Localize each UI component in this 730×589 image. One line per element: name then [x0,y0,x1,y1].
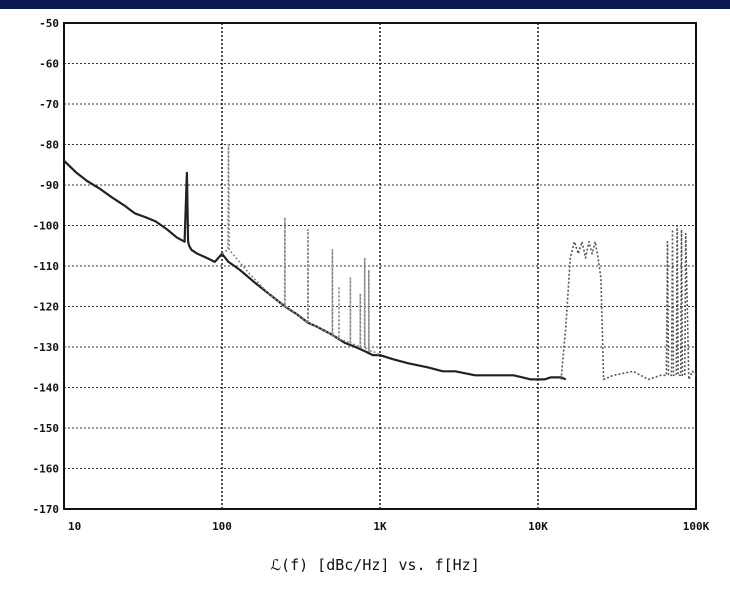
series-line-2 [221,143,381,356]
x-tick-label: 100K [683,520,710,533]
y-tick-label: -160 [33,463,60,476]
x-tick-label: 10K [528,520,548,533]
y-tick-label: -70 [39,98,59,111]
y-tick-labels: -50 -60 -70 -80 -90 -100 -110 -120 -130 -140 -150 -… [33,17,60,516]
grid-lines [64,23,696,509]
title-bar [0,0,730,9]
y-tick-label: -60 [39,58,59,71]
x-tick-label: 10 [68,520,81,533]
y-tick-label: -140 [33,382,60,395]
y-tick-label: -170 [33,503,60,516]
y-tick-label: -80 [39,139,59,152]
y-tick-label: -150 [33,422,60,435]
x-axis-label: ℒ(f) [dBc/Hz] vs. f[Hz] [270,556,479,574]
x-tick-labels: 10 100 1K 10K 100K [68,520,710,533]
y-tick-label: -50 [39,17,59,30]
y-tick-label: -120 [33,301,60,314]
y-tick-label: -130 [33,341,60,354]
series-group [63,143,697,381]
y-tick-label: -90 [39,179,59,192]
y-tick-label: -100 [33,220,60,233]
y-tick-label: -110 [33,260,60,273]
x-tick-label: 1K [373,520,387,533]
series-line-1 [63,159,567,381]
x-tick-label: 100 [212,520,232,533]
series-line-3 [560,224,697,381]
